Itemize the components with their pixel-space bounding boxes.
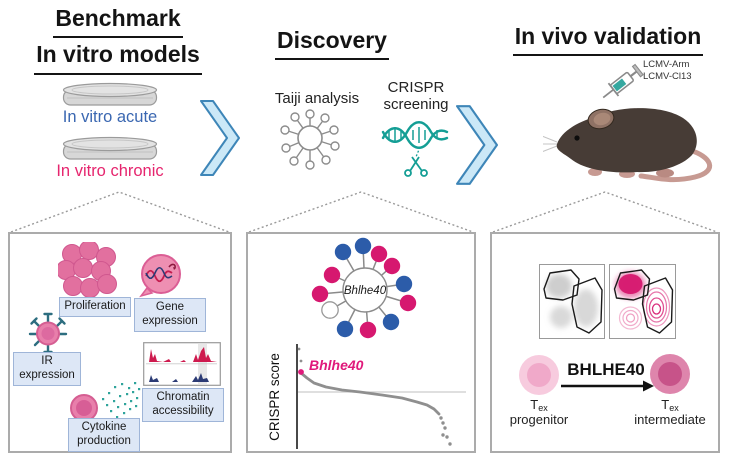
tex-progenitor-label: Tex progenitor [509, 397, 569, 428]
virus-label-arm: LCMV-Arm [643, 59, 690, 70]
syringe-icon [602, 63, 644, 99]
invivo-detail-box: BHLHE40 Tex progenitor Tex intermediate [490, 232, 720, 453]
tex-intermediate-cell [650, 354, 690, 394]
chromatin-tracks-icon [143, 342, 221, 386]
petri-dish-chronic-icon [62, 136, 158, 160]
chevron-right-icon [456, 105, 498, 185]
discovery-title: Discovery [252, 24, 412, 61]
chromatin-label: Chromatin accessibility [142, 388, 224, 422]
virus-labels: LCMV-Arm LCMV-Cl13 [643, 59, 692, 83]
tex-progenitor-cell [519, 355, 559, 395]
crispr-highlight-gene: Bhlhe40 [309, 357, 364, 373]
taiji-network-icon [280, 109, 340, 170]
ir-expression-label: IR expression [13, 352, 81, 386]
crispr-label-line1: CRISPR [387, 79, 445, 96]
crispr-plot-ylabel: CRISPR score [267, 353, 282, 441]
chronic-label: In vitro chronic [56, 162, 164, 180]
bhlhe40-network-icon: Bhlhe40 [311, 237, 417, 339]
chevron-right-icon [200, 100, 240, 176]
tex-intermediate-label: Tex intermediate [634, 397, 706, 428]
discovery-title-text: Discovery [275, 24, 389, 61]
discovery-detail-box: Bhlhe40 CRISPR score Bhlhe40 [246, 232, 476, 453]
gene-expression-icon [139, 254, 181, 298]
gene-expression-label: Gene expression [134, 298, 206, 332]
bhlhe40-arrow-label: BHLHE40 [567, 360, 645, 379]
virus-label-cl13: LCMV-Cl13 [643, 70, 692, 82]
ir-expression-icon [28, 312, 68, 354]
network-hub-gene: Bhlhe40 [344, 285, 387, 297]
crispr-dna-scissors-icon [381, 121, 449, 177]
benchmark-title: Benchmark In vitro models [12, 2, 224, 75]
dashed-roof-lines [10, 191, 718, 233]
mouse-icon [543, 108, 713, 183]
flow-plot-control [539, 264, 605, 339]
flow-plot-bhlhe40 [609, 264, 676, 339]
taiji-label: Taiji analysis [274, 90, 360, 107]
acute-label: In vitro acute [62, 108, 158, 126]
crispr-score-plot: CRISPR score Bhlhe40 [267, 344, 466, 449]
crispr-label-line2: screening [383, 96, 449, 114]
benchmark-detail-box: Proliferation Gene expression IR express… [8, 232, 232, 453]
proliferation-icon [58, 242, 117, 298]
invivo-title-text: In vivo validation [512, 20, 704, 57]
benchmark-title-line1: Benchmark [53, 2, 183, 39]
transition-arrow-icon [561, 380, 654, 392]
crispr-label: CRISPR screening [378, 79, 454, 114]
benchmark-title-line2: In vitro models [34, 38, 202, 75]
invivo-title: In vivo validation [492, 20, 724, 57]
petri-dish-acute-icon [62, 82, 158, 106]
cytokine-label: Cytokine production [68, 418, 140, 452]
proliferation-label: Proliferation [59, 297, 131, 317]
